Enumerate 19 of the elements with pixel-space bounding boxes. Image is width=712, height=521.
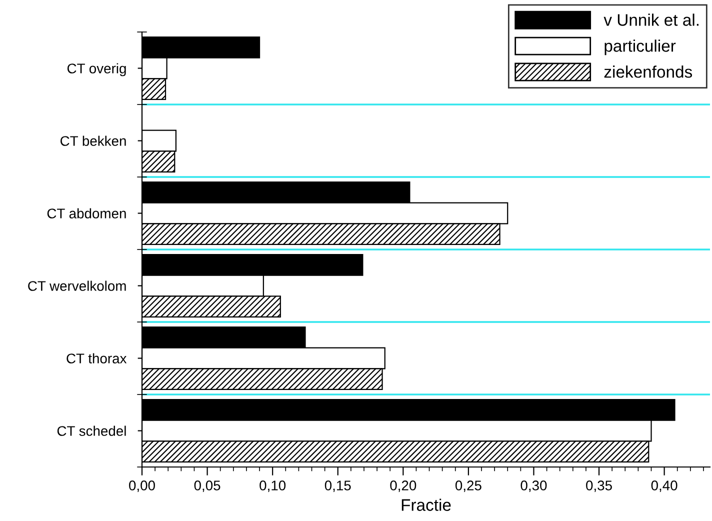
legend-label: ziekenfonds: [604, 66, 692, 78]
x-tick-label: 0,10: [260, 480, 286, 492]
x-tick-label: 0,40: [651, 480, 678, 492]
y-tick-label: CT wervelkolom: [28, 280, 126, 291]
y-tick-label: CT abdomen: [47, 208, 126, 218]
x-tick-label: 0,30: [520, 480, 547, 492]
y-tick-label: CT thorax: [66, 353, 127, 364]
x-tick-label: 0,25: [455, 480, 482, 492]
x-tick-label: 0,35: [586, 480, 612, 492]
y-tick-label: CT schedel: [57, 426, 126, 436]
x-tick-label: 0,15: [324, 480, 351, 492]
x-tick-label: 0,05: [194, 480, 220, 492]
x-axis-title: Fractie: [402, 498, 451, 511]
legend-label: particulier: [604, 40, 676, 56]
y-tick-label: CT bekken: [60, 136, 126, 146]
x-tick-label: 0,20: [390, 480, 416, 492]
y-tick-label: CT overig: [67, 63, 126, 76]
legend-label: v Unnik et al.: [604, 14, 698, 26]
x-tick-label: 0,00: [129, 480, 155, 492]
